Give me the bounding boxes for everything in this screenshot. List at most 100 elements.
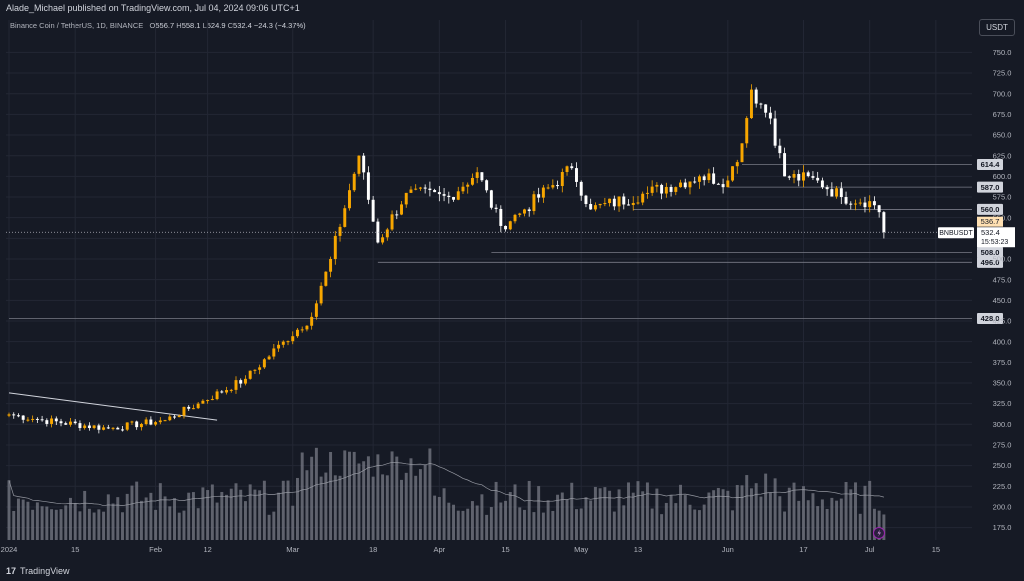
candle-body — [423, 187, 427, 189]
volume-bar — [310, 456, 314, 540]
currency-unit-button[interactable]: USDT — [979, 19, 1015, 36]
volume-bar — [565, 499, 569, 540]
candle-body — [243, 378, 247, 384]
price-tick-label: 450.0 — [993, 296, 1012, 305]
volume-bar — [59, 509, 63, 540]
candle-body — [116, 427, 120, 430]
volume-bar — [163, 496, 167, 540]
candle-body — [674, 187, 678, 192]
volume-bar — [513, 484, 517, 540]
volume-bar — [210, 484, 214, 540]
candle-body — [579, 181, 583, 196]
candle-body — [272, 348, 276, 357]
volume-bar — [688, 504, 692, 540]
volume-bar — [669, 494, 673, 540]
level-price-label: 508.0 — [981, 248, 1000, 257]
volume-bar — [201, 487, 205, 540]
candle-body — [447, 195, 451, 198]
volume-bar — [7, 480, 11, 540]
candle-body — [106, 427, 110, 429]
time-axis[interactable]: 2024 15 Feb 12 Mar 18 Apr 15 May 13 Jun 17 Jul 15 — [1, 545, 940, 554]
volume-bar — [149, 492, 153, 540]
high-label: H — [176, 21, 182, 30]
candle-body — [87, 425, 91, 429]
tradingview-logo-icon: 17 — [6, 566, 17, 576]
candle-body — [546, 187, 550, 189]
candle-body — [593, 205, 597, 210]
volume-bar — [773, 478, 777, 540]
volume-bar — [745, 475, 749, 540]
volume-bar — [641, 491, 645, 540]
level-price-badge — [977, 181, 1003, 193]
footer-brand[interactable]: 17 TradingView — [6, 566, 70, 576]
volume-bar — [26, 501, 30, 540]
price-tick-label: 350.0 — [993, 379, 1012, 388]
candle-body — [532, 194, 536, 212]
volume-bar — [272, 511, 276, 540]
price-tick-label: 225.0 — [993, 482, 1012, 491]
candle-body — [12, 414, 16, 416]
candle-body — [111, 427, 115, 429]
volume-bar — [220, 491, 224, 540]
volume-bar — [177, 512, 181, 540]
price-tick-label: 325.0 — [993, 399, 1012, 408]
volume-bar — [333, 475, 337, 540]
volume-bar — [679, 484, 683, 540]
level-price-badge — [977, 313, 1003, 325]
volume-bar — [537, 486, 541, 540]
volume-bar — [50, 509, 54, 540]
price-tick-label: 725.0 — [993, 69, 1012, 78]
candle-body — [139, 424, 143, 428]
volume-bar — [532, 512, 536, 540]
volume-bar — [877, 510, 881, 540]
lightning-icon[interactable] — [873, 527, 885, 539]
brand-name: TradingView — [20, 566, 70, 576]
volume-bar — [683, 495, 687, 540]
candle-body — [395, 214, 399, 216]
candle-body — [135, 421, 139, 428]
candle-body — [835, 188, 839, 197]
candle-body — [409, 189, 413, 193]
candle-body — [485, 180, 489, 191]
volume-bar — [281, 480, 285, 540]
open-value: 556.7 — [155, 21, 175, 30]
candle-body — [267, 356, 271, 360]
price-axis[interactable]: 175.0 200.0 225.0 250.0 275.0 300.0 325.0 350.0… — [993, 48, 1012, 532]
candle-body — [726, 180, 730, 188]
volume-bar — [749, 488, 753, 540]
candle-body — [683, 182, 687, 188]
level-price-label: 587.0 — [981, 183, 1000, 192]
volume-bar — [475, 505, 479, 540]
volume-bar — [267, 514, 271, 540]
candle-body — [64, 423, 68, 425]
candle-body — [220, 391, 224, 393]
candle-body — [371, 199, 375, 222]
volume-bar — [797, 500, 801, 540]
candle-body — [797, 173, 801, 181]
candle-body — [187, 406, 191, 409]
volume-bar — [16, 498, 20, 540]
candle-body — [830, 189, 834, 197]
price-tick-label: 300.0 — [993, 420, 1012, 429]
volume-bar — [792, 482, 796, 540]
volume-bar — [589, 500, 593, 540]
level-price-badge — [977, 158, 1003, 170]
volume-bar — [409, 458, 413, 540]
candle-body — [863, 202, 867, 208]
volume-bar — [645, 482, 649, 540]
candle-body — [589, 203, 593, 210]
candle-body — [125, 422, 129, 430]
candle-body — [253, 369, 257, 371]
candle-body — [173, 416, 176, 418]
volume-bar — [87, 508, 91, 540]
volume-bar — [631, 492, 635, 540]
volume-bar — [300, 452, 304, 540]
volume-bar — [418, 469, 422, 540]
volume-bar — [664, 502, 668, 540]
volume-bar — [381, 474, 385, 540]
candle-body — [16, 415, 20, 417]
volume-bar — [707, 492, 711, 540]
